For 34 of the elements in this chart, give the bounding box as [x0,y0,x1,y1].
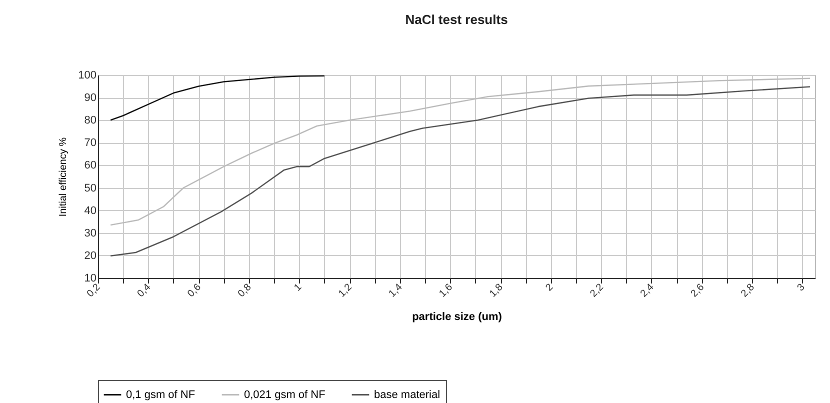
y-tick-label: 20 [84,250,96,262]
y-tick-label: 80 [84,114,96,127]
x-tick-label: 1 [292,282,304,294]
legend-label: base material [374,388,440,401]
x-tick-label: 1,4 [387,282,405,300]
x-tick-label: 1,2 [336,282,355,300]
x-tick-label: 0,8 [236,282,254,300]
x-tick-label: 2 [544,282,556,294]
legend-label: 0,1 gsm of NF [126,388,196,401]
x-tick-label: 2,8 [739,282,758,300]
x-tick-label: 0,6 [186,282,204,300]
x-tick-label: 2,2 [588,282,606,300]
x-tick-label: 1,6 [437,282,456,300]
x-tick-label: 1,8 [488,282,506,300]
y-tick-label: 90 [84,92,96,104]
x-tick-label: 2,6 [688,282,707,300]
chart-title: NaCl test results [405,12,508,27]
line-series [110,78,811,226]
y-tick-label: 70 [84,137,96,150]
y-tick-label: 40 [84,204,96,217]
y-axis-title: Initial efficiency % [58,137,70,217]
y-tick-label: 50 [84,182,96,194]
x-tick-label: 2,4 [638,282,657,300]
line-series [110,75,326,121]
y-tick-label: 60 [84,160,96,172]
legend-label: 0,021 gsm of NF [244,388,326,401]
y-tick-label: 30 [84,227,96,240]
x-tick-label: 0,4 [135,282,154,300]
line-series [110,86,811,257]
y-tick-label: 10 [84,272,96,284]
x-axis-title: particle size (um) [412,310,502,323]
x-tick-label: 0,2 [85,282,104,300]
x-tick-label: 3 [795,282,808,294]
y-tick-label: 100 [78,70,96,82]
